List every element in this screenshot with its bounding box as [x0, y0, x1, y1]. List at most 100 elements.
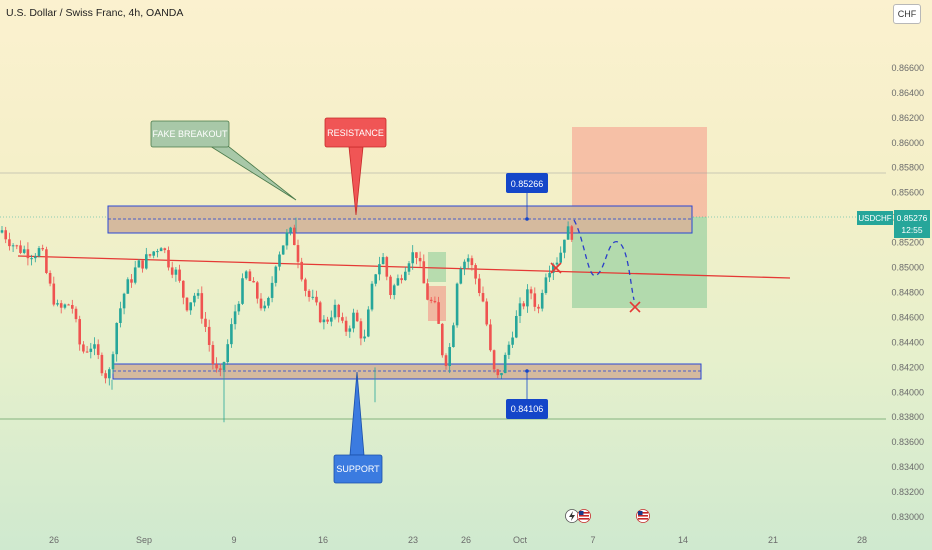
candle-body — [455, 283, 459, 326]
candle-body — [489, 324, 492, 351]
candle-body — [533, 293, 537, 307]
fake-breakout-callout[interactable] — [150, 120, 230, 148]
candle-body — [111, 354, 115, 370]
time-tick-label: 26 — [461, 535, 471, 545]
candle-body — [396, 278, 400, 286]
time-axis[interactable]: 26 Sep 9 16 23 26 Oct 7 14 21 28 — [49, 535, 867, 545]
time-tick-label: 21 — [768, 535, 778, 545]
highlight-red — [428, 286, 446, 321]
candle-body — [159, 248, 163, 252]
candle-body — [529, 289, 533, 294]
resistance-level-badge[interactable] — [506, 173, 548, 193]
candle-body — [59, 303, 63, 308]
candle-body — [56, 303, 59, 305]
candle-body — [119, 308, 122, 323]
candle-body — [544, 277, 548, 293]
candle-body — [296, 245, 300, 262]
candle-body — [418, 257, 422, 262]
price-tick-label: 0.83000 — [891, 512, 924, 522]
x-marker-1 — [550, 262, 562, 274]
candle-body — [333, 304, 337, 318]
candle-body — [337, 304, 340, 318]
support-level-badge[interactable] — [506, 399, 548, 419]
candle-body — [411, 252, 414, 264]
price-tick-label: 0.83600 — [891, 437, 924, 447]
candle-body — [211, 344, 215, 365]
support-zone[interactable] — [112, 363, 702, 380]
candle-body — [500, 373, 503, 376]
candle-body — [48, 272, 52, 284]
projection-path[interactable] — [573, 219, 635, 301]
price-tick-label: 0.85000 — [891, 263, 924, 273]
price-tick-label: 0.83200 — [891, 487, 924, 497]
price-tick-label: 0.86600 — [891, 63, 924, 73]
x-marker-2 — [629, 301, 641, 313]
candle-body — [93, 344, 96, 349]
bar-countdown: 12:55 — [901, 225, 923, 235]
currency-button[interactable]: CHF — [893, 4, 921, 24]
candle-body — [478, 278, 481, 294]
candle-body — [322, 319, 326, 323]
resistance-callout[interactable] — [324, 117, 387, 148]
candle-body — [448, 347, 451, 367]
candle-body — [141, 260, 144, 269]
candle-body — [174, 269, 178, 275]
candle-body — [330, 317, 333, 322]
candle-body — [104, 373, 107, 379]
us-flag-event-icon[interactable] — [577, 509, 591, 523]
symbol-badge — [857, 211, 893, 225]
candle-body — [145, 254, 148, 269]
candle-body — [289, 227, 292, 233]
candle-body — [259, 298, 263, 309]
candle-body — [485, 301, 488, 325]
price-tick-label: 0.84000 — [891, 387, 924, 397]
candle-body — [370, 283, 374, 310]
candle-body — [400, 278, 403, 281]
candle-body — [540, 292, 544, 309]
candle-body — [518, 303, 522, 316]
candle-body — [352, 312, 355, 329]
candle-body — [318, 302, 322, 323]
candle-body — [256, 282, 259, 299]
candle-body — [444, 355, 448, 367]
candle-body — [463, 261, 466, 269]
candle-body — [307, 290, 311, 297]
candle-body — [11, 245, 15, 247]
flash-event-icon[interactable] — [565, 509, 579, 523]
candle-body — [429, 299, 433, 301]
candle-body — [552, 264, 555, 273]
candle-body — [200, 293, 204, 319]
candle-body — [126, 279, 130, 294]
candle-body — [278, 254, 281, 267]
chart-title: U.S. Dollar / Swiss Franc, 4h, OANDA — [6, 7, 184, 19]
candle-body — [407, 263, 411, 272]
price-tick-label: 0.83400 — [891, 462, 924, 472]
candle-body — [244, 271, 248, 279]
candle-body — [133, 267, 137, 283]
price-axis[interactable]: 0.86600 0.86400 0.86200 0.86000 0.85800 0.856… — [891, 63, 924, 522]
support-callout-pointer — [349, 371, 365, 456]
candle-body — [219, 368, 222, 370]
candle-body — [41, 248, 44, 250]
candle-body — [30, 258, 33, 260]
candle-body — [415, 252, 418, 258]
candle-body — [130, 279, 133, 283]
support-label: SUPPORT — [336, 464, 380, 474]
price-tick-label: 0.83800 — [891, 412, 924, 422]
candle-body — [67, 304, 70, 306]
candle-body — [196, 293, 200, 296]
time-tick-label: 7 — [590, 535, 595, 545]
support-callout[interactable] — [333, 454, 383, 484]
time-tick-label: 9 — [231, 535, 236, 545]
resistance-zone[interactable] — [107, 205, 693, 234]
candle-body — [45, 249, 48, 273]
candle-body — [248, 271, 252, 281]
candle-body — [559, 252, 562, 263]
price-tick-label: 0.84400 — [891, 337, 924, 347]
candle-body — [367, 309, 370, 337]
us-flag-event-icon-2[interactable] — [636, 509, 650, 523]
candle-body — [511, 337, 514, 345]
candle-body — [182, 280, 185, 298]
candle-body — [122, 293, 126, 309]
